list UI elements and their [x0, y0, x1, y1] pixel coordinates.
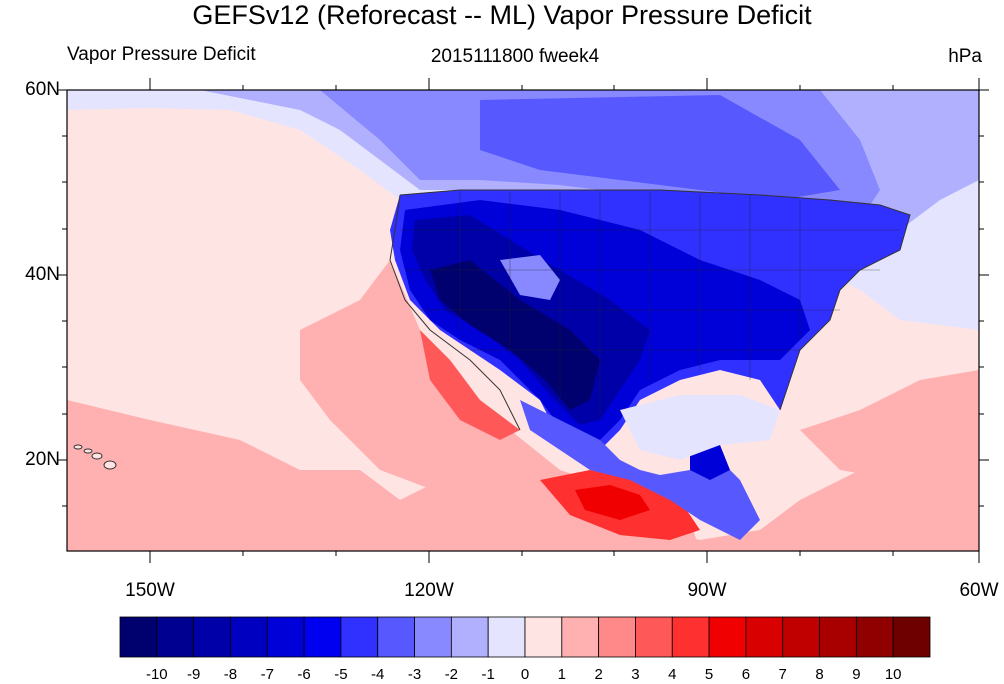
lat-label-20n: 20N — [25, 449, 60, 470]
colorbar-tick-label: -7 — [260, 666, 274, 683]
date-label: 2015111800 fweek4 — [430, 46, 600, 67]
ocean-warm-zone-west — [300, 260, 700, 551]
colorbar-box — [377, 616, 415, 658]
lon-label-120w: 120W — [404, 580, 454, 601]
colorbar-tick-label: -2 — [444, 666, 459, 683]
colorbar-box — [671, 616, 710, 658]
southwest-core — [430, 260, 600, 410]
colorbar-box — [745, 616, 784, 658]
colorbar-tick-label: 1 — [557, 666, 566, 683]
colorbar-tick-label: 5 — [704, 666, 714, 683]
colorbar-tick-label: 9 — [852, 666, 861, 683]
colorbar-tick-label: -1 — [481, 666, 495, 683]
colorbar-box — [635, 616, 673, 658]
colorbar-tick-label: 2 — [594, 666, 603, 683]
colorbar-box — [819, 616, 857, 658]
ocean-hot-zone-baja — [420, 330, 520, 440]
colorbar-tick-label: -8 — [223, 666, 238, 683]
colorbar-box — [892, 616, 931, 658]
colorbar-box — [266, 616, 305, 658]
colorbar-box — [193, 616, 231, 658]
rockies-light — [500, 255, 560, 300]
axis-ticks — [57, 78, 989, 563]
colorbar-tick-label: -3 — [407, 666, 422, 683]
colorbar-box — [156, 616, 195, 658]
coastline — [389, 189, 911, 431]
colorbar-box — [561, 616, 600, 658]
colorbar-box — [450, 616, 489, 658]
yucatan-region — [690, 445, 730, 480]
lon-label-60w: 60W — [959, 580, 999, 601]
colorbar-box — [524, 616, 563, 658]
colorbar-box — [487, 616, 526, 658]
lon-label-90w: 90W — [687, 580, 727, 601]
mexico-region — [520, 400, 760, 540]
unit-label: hPa — [948, 46, 982, 67]
colorbar-tick-label: -9 — [186, 666, 201, 683]
lat-label-60n: 60N — [25, 79, 60, 100]
colorbar-box — [782, 616, 820, 658]
canada-cold-core — [480, 95, 840, 200]
colorbar-tick-label: -6 — [297, 666, 311, 683]
colorbar-tick-label: 7 — [778, 666, 787, 683]
colorbar-tick-label: -4 — [371, 666, 385, 683]
colorbar-box — [340, 616, 379, 658]
colorbar-tick-label: 6 — [741, 666, 751, 683]
lat-label-40n: 40N — [25, 264, 60, 285]
variable-label: Vapor Pressure Deficit — [67, 44, 256, 65]
colorbar-box — [414, 616, 452, 658]
colorbar-box — [855, 616, 894, 658]
colorbar-tick-label: -10 — [145, 666, 168, 683]
chart-title: GEFSv12 (Reforecast -- ML) Vapor Pressur… — [192, 0, 812, 30]
lon-label-150w: 150W — [125, 580, 175, 601]
hawaii-islands — [73, 444, 117, 470]
state-borders — [400, 192, 900, 420]
colorbar-box — [303, 616, 342, 658]
colorbar-tick-label: 0 — [520, 666, 530, 683]
colorbar-tick-label: 10 — [884, 666, 902, 683]
colorbar-tick-label: -5 — [334, 666, 348, 683]
ocean-hottest-zone — [575, 485, 650, 520]
colorbar-tick-label: 8 — [815, 666, 824, 683]
gulf-light — [620, 395, 780, 460]
caribbean-warm — [800, 370, 979, 480]
colorbar-box — [230, 616, 268, 658]
colorbar-tick-label: 3 — [631, 666, 640, 683]
colorbar-box — [598, 616, 636, 658]
colorbar-box — [119, 616, 158, 658]
colorbar-box — [708, 616, 747, 658]
colorbar-tick-label: 4 — [668, 666, 677, 683]
